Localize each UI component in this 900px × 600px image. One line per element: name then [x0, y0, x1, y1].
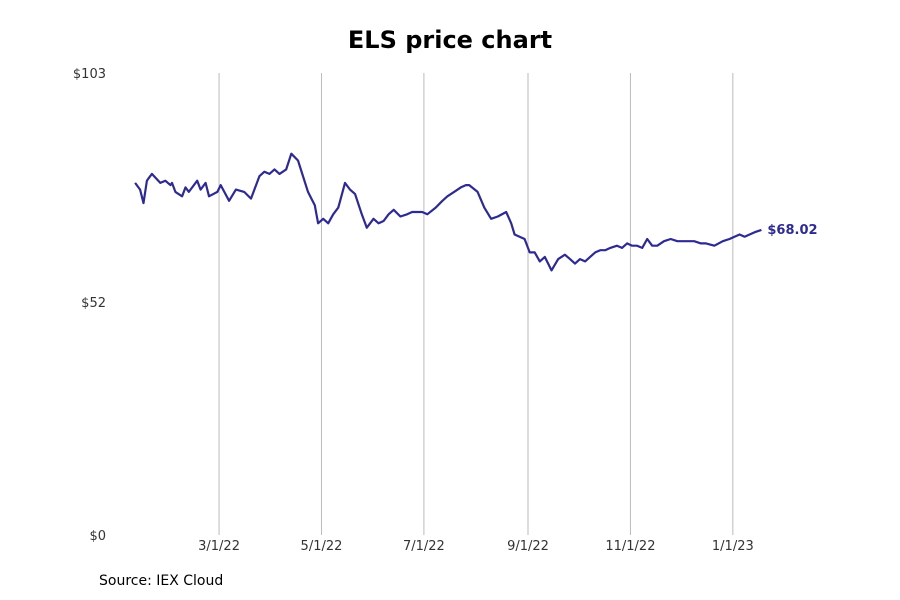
source-note: Source: IEX Cloud — [99, 573, 224, 589]
x-tick-label: 5/1/22 — [301, 539, 343, 554]
x-tick-label: 11/1/22 — [605, 539, 655, 554]
y-tick-label: $103 — [73, 67, 106, 82]
y-tick-label: $52 — [81, 296, 106, 311]
price-line — [134, 152, 762, 272]
chart-title: ELS price chart — [347, 26, 553, 54]
last-price-label: $68.02 — [767, 223, 817, 238]
grid-lines — [218, 73, 734, 535]
x-tick-label: 9/1/22 — [507, 539, 549, 554]
y-axis-ticks: $0 $52 $103 — [73, 67, 106, 544]
x-tick-label: 3/1/22 — [198, 539, 240, 554]
x-tick-label: 7/1/22 — [403, 539, 445, 554]
y-tick-label: $0 — [89, 529, 106, 544]
x-tick-label: 1/1/23 — [712, 539, 754, 554]
x-axis-ticks: 3/1/22 5/1/22 7/1/22 9/1/22 11/1/22 1/1/23 — [198, 539, 754, 554]
